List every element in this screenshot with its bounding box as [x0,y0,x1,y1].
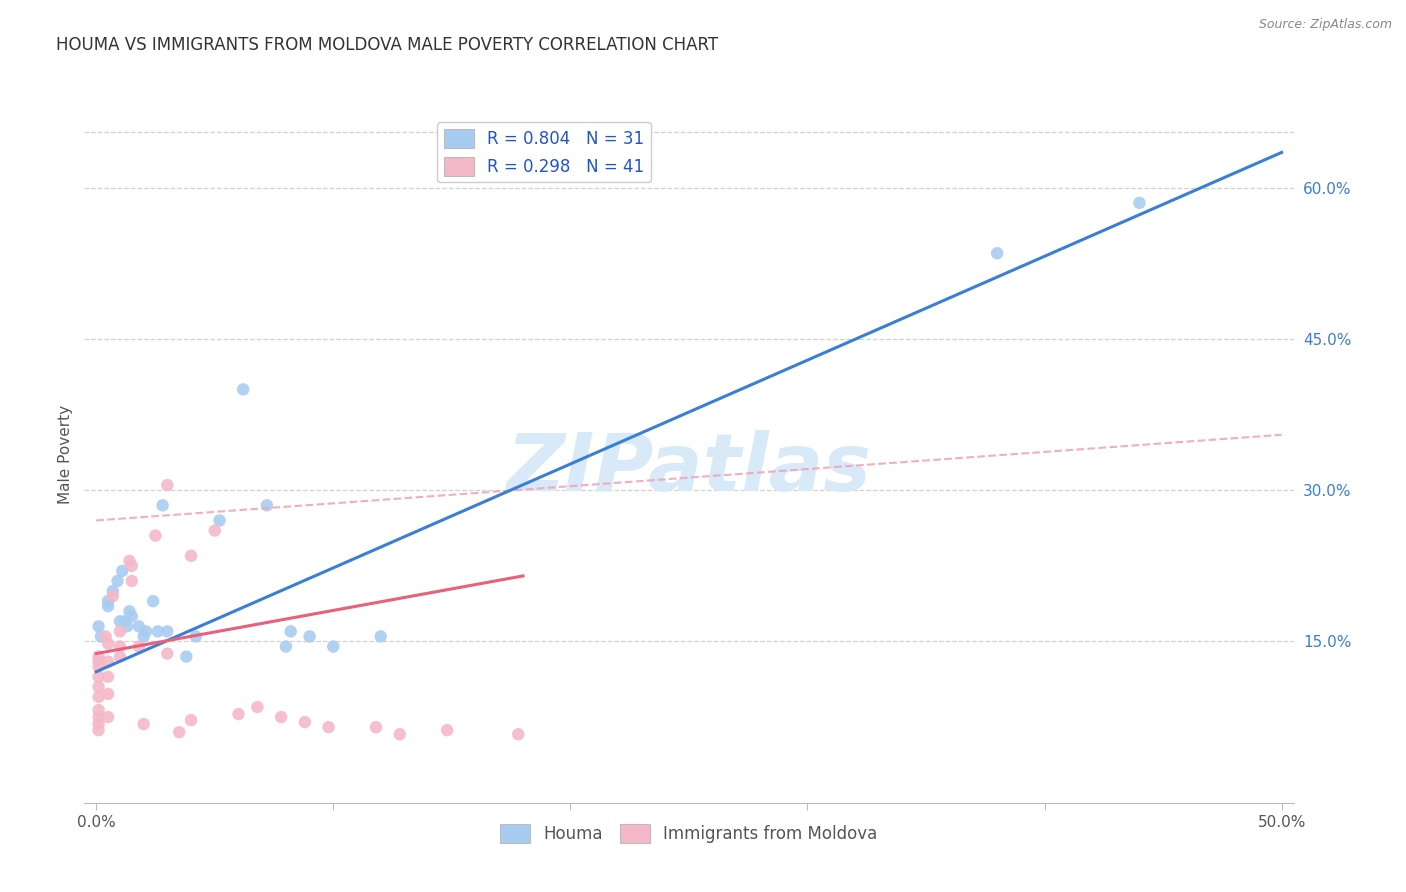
Point [128,619,150,633]
Point [97,594,120,608]
Point [274,640,297,654]
Point [87,619,110,633]
Point [97,687,120,701]
Point [121,609,143,624]
Point [87,680,110,694]
Point [145,528,167,542]
Point [232,383,254,397]
Point [115,619,138,633]
Point [97,655,120,669]
Point [246,700,269,714]
Point [156,478,179,492]
Point [87,655,110,669]
Point [146,624,169,639]
Point [128,640,150,654]
Point [87,670,110,684]
Point [132,717,155,731]
Point [204,524,226,538]
Text: ZIPatlas: ZIPatlas [506,430,872,508]
Point [87,649,110,664]
Point [280,624,302,639]
Point [108,640,131,654]
Point [97,636,120,650]
Legend: Houma, Immigrants from Moldova: Houma, Immigrants from Moldova [494,818,884,850]
Point [94,629,117,643]
Point [508,727,530,741]
Point [107,574,129,588]
Point [87,710,110,724]
Point [270,710,292,724]
Point [87,659,110,673]
Point [121,574,143,588]
Point [1128,195,1150,210]
Point [135,624,157,639]
Point [156,624,179,639]
Point [90,629,112,643]
Point [101,589,124,603]
Point [114,615,136,629]
Point [298,629,321,643]
Y-axis label: Male Poverty: Male Poverty [58,405,73,505]
Point [121,558,143,573]
Point [208,513,231,527]
Point [388,727,411,741]
Point [294,715,316,730]
Point [87,717,110,731]
Point [180,713,202,727]
Point [176,649,198,664]
Point [108,624,131,639]
Point [108,615,131,629]
Text: Source: ZipAtlas.com: Source: ZipAtlas.com [1258,18,1392,31]
Point [111,564,134,578]
Point [370,629,392,643]
Point [118,554,141,568]
Point [97,670,120,684]
Point [87,703,110,717]
Point [97,599,120,614]
Point [322,640,344,654]
Point [436,723,458,738]
Point [184,629,207,643]
Point [118,604,141,618]
Point [256,499,278,513]
Point [152,499,174,513]
Text: HOUMA VS IMMIGRANTS FROM MOLDOVA MALE POVERTY CORRELATION CHART: HOUMA VS IMMIGRANTS FROM MOLDOVA MALE PO… [56,36,718,54]
Point [108,649,131,664]
Point [318,720,340,734]
Point [87,723,110,738]
Point [101,584,124,599]
Point [364,720,387,734]
Point [167,725,190,739]
Point [986,246,1008,260]
Point [87,690,110,704]
Point [228,707,250,722]
Point [142,594,165,608]
Point [97,710,120,724]
Point [180,549,202,563]
Point [132,629,155,643]
Point [156,647,179,661]
